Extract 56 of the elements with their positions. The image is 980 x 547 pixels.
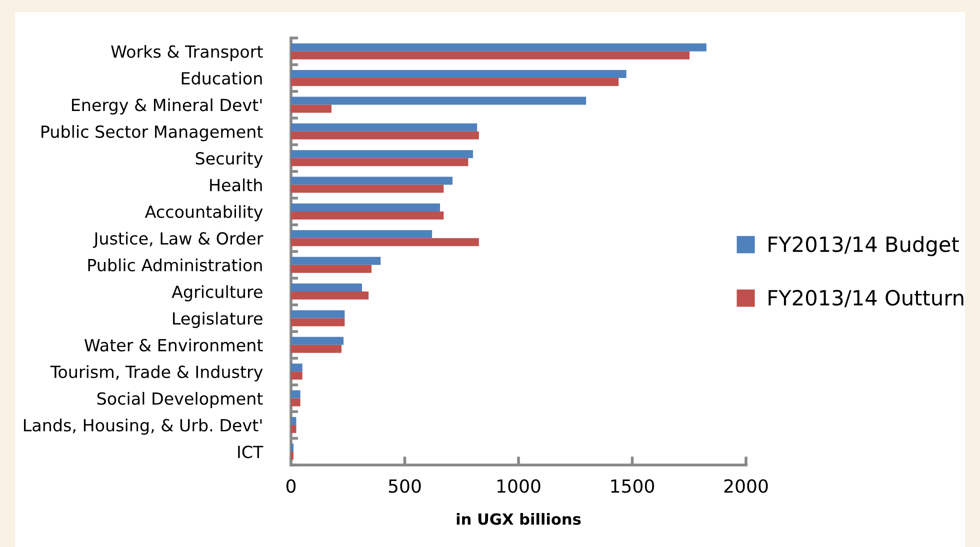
bar — [291, 344, 342, 353]
bar — [291, 51, 690, 60]
bar — [291, 318, 345, 326]
bar — [291, 203, 440, 212]
legend-label: FY2013/14 Outturn — [768, 290, 964, 308]
bar — [291, 184, 444, 193]
y-tick-label: Health — [210, 178, 262, 192]
x-tick-label: 1000 — [498, 479, 540, 493]
y-tick-label: Works & Transport — [111, 45, 263, 62]
bar — [291, 150, 473, 158]
y-tick-label: Education — [182, 72, 262, 85]
x-tick-label: 0 — [286, 479, 296, 493]
bar — [291, 372, 302, 380]
bar — [291, 70, 626, 78]
bar — [291, 256, 381, 265]
y-tick-label: Accountability — [144, 205, 263, 222]
bar — [291, 43, 706, 52]
y-tick-label: Security — [196, 152, 263, 168]
x-tick-label: 1500 — [611, 479, 654, 493]
bar — [291, 364, 302, 372]
bar — [291, 176, 453, 185]
bar — [291, 452, 294, 460]
y-tick-label: Public Administration — [88, 258, 262, 272]
x-tick-label: 2000 — [724, 479, 768, 493]
bar — [291, 444, 294, 452]
y-tick-label: ICT — [238, 446, 264, 458]
y-tick-label: Energy & Mineral Devt' — [72, 98, 262, 115]
y-tick-label: Lands, Housing, & Urb. Devt' — [24, 418, 262, 435]
bar — [291, 284, 362, 292]
y-tick-label: Water & Environment — [84, 338, 263, 352]
bar — [291, 96, 586, 105]
y-tick-label: Tourism, Trade & Industry — [50, 365, 263, 382]
bar — [291, 390, 300, 398]
y-tick-label: Justice, Law & Order — [92, 232, 264, 248]
bar — [291, 78, 619, 86]
bar — [291, 398, 300, 406]
bar — [291, 158, 468, 166]
bar — [291, 292, 369, 300]
bar — [291, 104, 332, 113]
bar — [291, 310, 345, 318]
bar — [291, 131, 479, 140]
bar — [291, 264, 372, 273]
bar — [291, 424, 296, 433]
bar — [291, 416, 296, 425]
legend-label: FY2013/14 Budget — [768, 236, 959, 256]
bar — [291, 230, 432, 238]
bar — [291, 123, 478, 132]
bar — [291, 336, 344, 345]
y-tick-label: Social Development — [97, 392, 263, 408]
bar — [291, 238, 479, 246]
y-tick-label: Public Sector Management — [42, 125, 263, 142]
x-axis-title: in UGX billions — [456, 513, 581, 525]
y-tick-label: Legislature — [173, 312, 262, 328]
y-tick-label: Agriculture — [172, 285, 262, 302]
x-tick-label: 500 — [388, 479, 421, 493]
bar — [291, 211, 444, 220]
